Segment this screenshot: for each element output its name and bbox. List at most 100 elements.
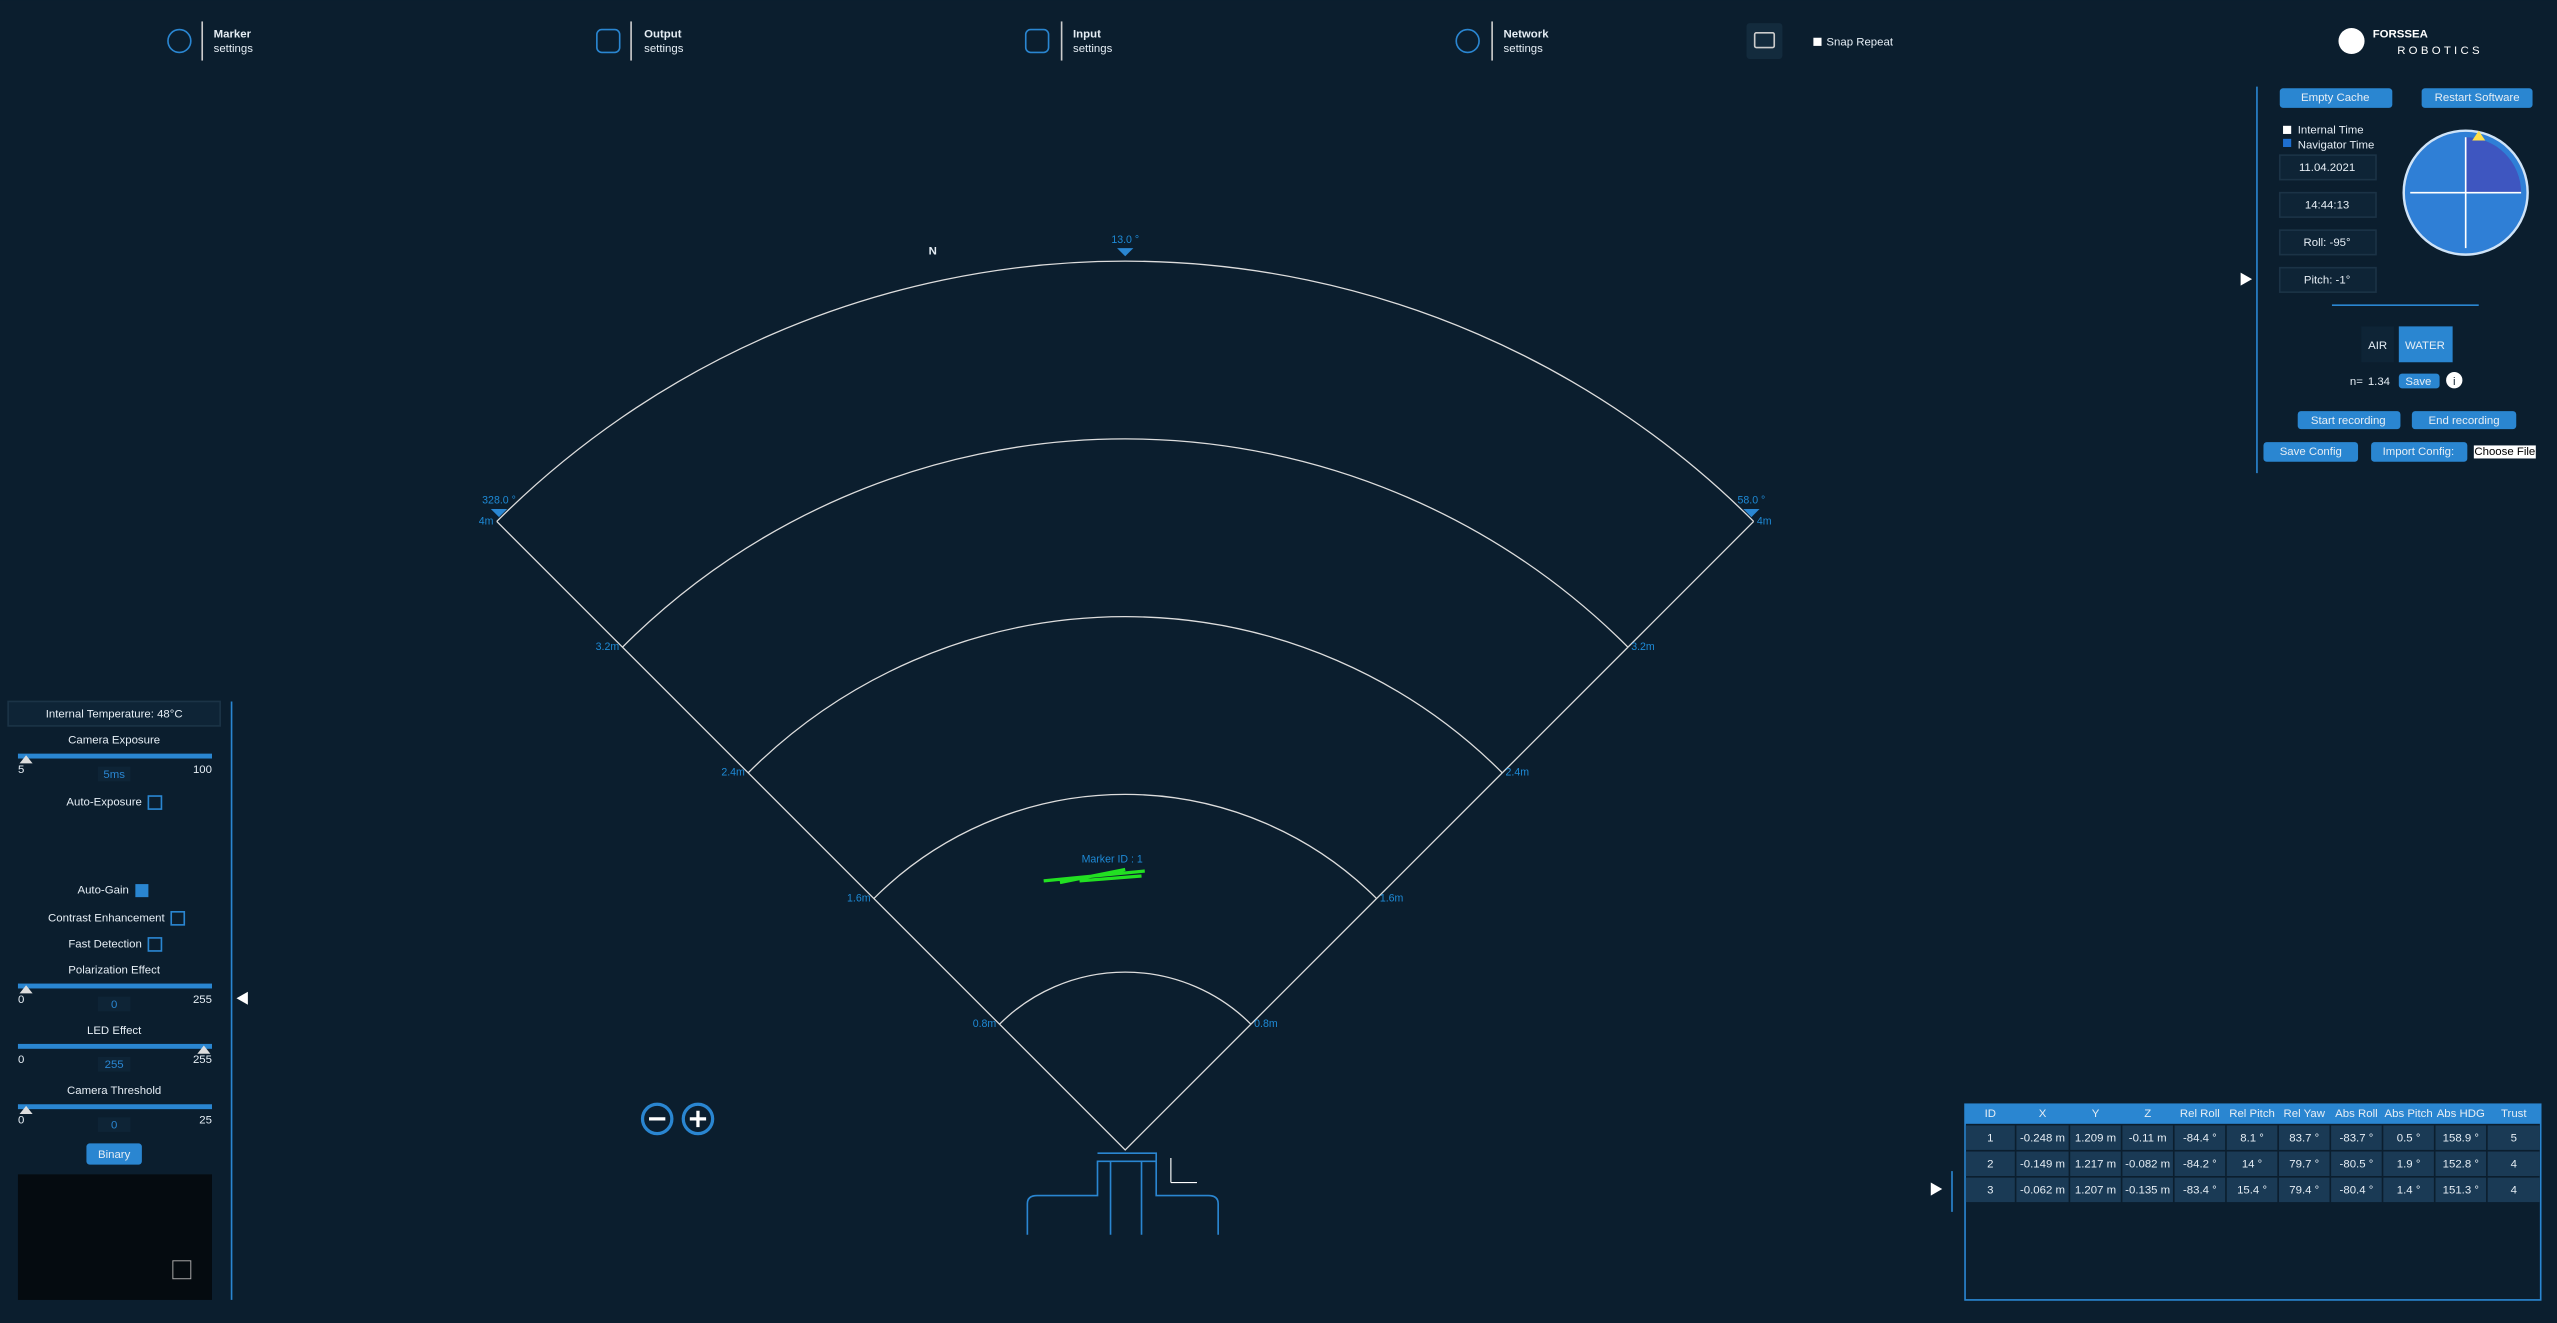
expand-icon[interactable] <box>172 1260 192 1280</box>
heading-label: 13.0 ° <box>1111 234 1139 246</box>
auto-gain-checkbox[interactable] <box>135 884 149 898</box>
marker-table: ID X Y Z Rel Roll Rel Pitch Rel Yaw Abs Roll Abs… <box>1965 1104 2541 1203</box>
slider-value: 255 <box>105 1059 124 1071</box>
column-header: ID <box>1985 1108 1996 1120</box>
internal-time-checkbox[interactable] <box>2283 125 2292 134</box>
table-cell <box>2435 1125 2487 1150</box>
logo-icon <box>2338 27 2365 55</box>
heading-marker <box>1117 248 1134 257</box>
heading-marker <box>490 509 508 518</box>
range-arc <box>496 260 1755 522</box>
column-header: Rel Pitch <box>2229 1108 2275 1120</box>
fast-detection-checkbox[interactable] <box>147 937 163 952</box>
cell-text: -83.4 ° <box>2183 1185 2217 1197</box>
slider-min: 0 <box>18 1115 24 1127</box>
snap-repeat-checkbox[interactable] <box>1813 37 1822 46</box>
zoom-in-icon <box>689 1110 707 1128</box>
cell-text: -80.4 ° <box>2340 1185 2374 1197</box>
cell-text: -0.062 m <box>2020 1185 2065 1197</box>
panel-toggle[interactable] <box>236 991 248 1005</box>
cell-text: 1 <box>1987 1133 1993 1145</box>
panel-toggle[interactable] <box>2240 272 2253 286</box>
nav-input[interactable]: Input settings <box>1024 21 1113 61</box>
save-config-button[interactable] <box>2263 442 2359 462</box>
cell-text: 2 <box>1987 1159 1993 1171</box>
zoom-in[interactable] <box>681 1102 715 1136</box>
table-cell <box>2226 1177 2278 1203</box>
import-config-button[interactable] <box>2371 442 2468 462</box>
slider-track[interactable] <box>17 1043 212 1049</box>
nav-icon <box>1455 28 1480 54</box>
slider-knob[interactable] <box>19 755 33 764</box>
table-cell <box>2016 1125 2069 1150</box>
info-button[interactable] <box>2446 372 2463 389</box>
range-label: 2.4m <box>1506 767 1530 779</box>
slider-value-box <box>97 1117 131 1132</box>
restart-button[interactable] <box>2421 88 2533 108</box>
range-arc <box>621 438 1629 648</box>
choose-file-button[interactable] <box>2473 445 2536 459</box>
zoom-out[interactable] <box>640 1102 674 1136</box>
table-cell <box>2487 1177 2540 1203</box>
cell-text: 1.4 ° <box>2397 1185 2421 1197</box>
cell-text: 79.4 ° <box>2289 1185 2319 1197</box>
camera-preview[interactable] <box>17 1174 212 1300</box>
contrast-checkbox[interactable] <box>170 911 186 926</box>
range-arc <box>873 793 1378 899</box>
snap-repeat-label: Snap Repeat <box>1826 37 1893 49</box>
slider-knob[interactable] <box>19 1105 33 1115</box>
end-recording-button[interactable] <box>2411 411 2517 430</box>
table-cell <box>2016 1151 2069 1176</box>
button-label: AIR <box>2368 340 2387 352</box>
table-cell <box>1965 1151 2015 1176</box>
nav-output[interactable]: Output settings <box>596 21 684 61</box>
table-cell <box>2226 1151 2278 1176</box>
date-box <box>2278 154 2377 181</box>
slider-track[interactable] <box>17 753 212 759</box>
column-header: Z <box>2144 1108 2151 1120</box>
checkbox-label: Auto-Exposure <box>66 797 141 809</box>
column-header: Rel Roll <box>2180 1108 2220 1120</box>
panel-toggle[interactable] <box>1930 1182 1943 1196</box>
range-arc <box>747 616 1503 774</box>
table-cell <box>2383 1151 2434 1176</box>
auto-exposure-checkbox[interactable] <box>147 795 163 810</box>
marker-detection <box>1043 867 1145 885</box>
empty-cache-button[interactable] <box>2279 88 2393 108</box>
sonar: 4m 4m 3.2m 3.2m 2.4m 2.4m 1.6m 1.6m 0.8m 0.8m 328.… <box>479 234 1772 1151</box>
cell-text: -0.135 m <box>2125 1185 2170 1197</box>
table-cell <box>2487 1125 2540 1150</box>
n-value[interactable]: 1.34 <box>2368 376 2391 388</box>
slider-knob[interactable] <box>19 985 33 994</box>
navigator-time-checkbox[interactable] <box>2283 138 2292 148</box>
cell-text: 1.217 m <box>2075 1159 2116 1171</box>
button-label: Empty Cache <box>2301 92 2369 104</box>
binary-button[interactable] <box>86 1143 142 1165</box>
snapshot-button[interactable] <box>1746 23 1783 59</box>
slider-track[interactable] <box>17 1104 212 1110</box>
slider-track[interactable] <box>17 983 212 989</box>
camera-icon <box>1753 32 1776 49</box>
slider-knob[interactable] <box>197 1045 211 1054</box>
start-recording-button[interactable] <box>2297 411 2401 430</box>
cell-text: 83.7 ° <box>2289 1133 2319 1145</box>
button-label: Choose File <box>2474 446 2535 458</box>
table-cell <box>2487 1151 2540 1176</box>
slider-label: Camera Exposure <box>68 735 160 747</box>
water-button[interactable] <box>2398 326 2453 363</box>
slider-value: 5ms <box>103 769 125 781</box>
roll: Roll: -95° <box>2304 237 2351 249</box>
button-label: Save Config <box>2280 446 2342 458</box>
table-cell <box>2435 1151 2487 1176</box>
table-cell <box>2070 1125 2121 1150</box>
range-label: 4m <box>1757 515 1772 527</box>
nav-marker[interactable]: Marker settings <box>167 21 253 61</box>
nav-network[interactable]: Network settings <box>1455 21 1549 61</box>
air-button[interactable] <box>2361 326 2394 363</box>
table-cell <box>2383 1125 2434 1150</box>
nav-icon <box>1024 28 1050 54</box>
checkbox-label: Navigator Time <box>2298 139 2375 151</box>
slider-label: LED Effect <box>87 1025 142 1037</box>
save-button[interactable] <box>2398 373 2440 389</box>
